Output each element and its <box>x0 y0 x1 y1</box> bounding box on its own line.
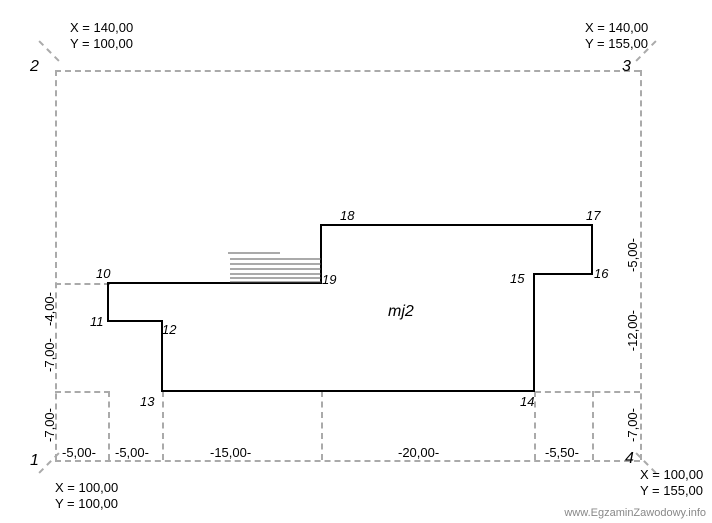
corner-1-num: 1 <box>30 452 39 470</box>
corner-3-num: 3 <box>622 58 631 76</box>
pt-13: 13 <box>140 394 154 409</box>
pt-14: 14 <box>520 394 534 409</box>
corner-3-coord-text: X = 140,00 Y = 155,00 <box>585 20 648 51</box>
corner-2-coord-text: X = 140,00 Y = 100,00 <box>70 20 133 51</box>
building-svg <box>0 0 712 523</box>
pt-18: 18 <box>340 208 354 223</box>
dim-7b: -7,00- <box>42 408 57 442</box>
pt-15: 15 <box>510 271 524 286</box>
pt-16: 16 <box>594 266 608 281</box>
corner-4-num: 4 <box>625 450 634 468</box>
corner-3-coord: X = 140,00 Y = 155,00 <box>585 20 648 51</box>
corner-4-coord: X = 100,00 Y = 155,00 <box>640 467 703 498</box>
dim-5b: -5,00- <box>115 445 149 460</box>
dim-4: -4,00- <box>42 292 57 326</box>
dim-5r: -5,00- <box>625 238 640 272</box>
diagram-root: 2 X = 140,00 Y = 100,00 3 X = 140,00 Y =… <box>0 0 712 523</box>
dim-12: -12,00- <box>625 310 640 351</box>
region-label: mj2 <box>388 303 414 321</box>
building-outline <box>108 225 592 391</box>
pt-10: 10 <box>96 266 110 281</box>
corner-2-num: 2 <box>30 58 39 76</box>
watermark: www.EgzaminZawodowy.info <box>564 507 706 519</box>
dim-5a: -5,00- <box>62 445 96 460</box>
pt-11: 11 <box>90 314 104 329</box>
pt-19: 19 <box>322 272 336 287</box>
dim-7c: -7,00- <box>625 408 640 442</box>
hatch-stairs <box>228 253 321 282</box>
corner-2-coord: X = 140,00 Y = 100,00 <box>70 20 133 51</box>
corner-1-coord-text: X = 100,00 Y = 100,00 <box>55 480 118 511</box>
pt-17: 17 <box>586 208 600 223</box>
corner-4-coord-text: X = 100,00 Y = 155,00 <box>640 467 703 498</box>
pt-12: 12 <box>162 322 176 337</box>
dim-7a: -7,00- <box>42 338 57 372</box>
dim-15: -15,00- <box>210 445 251 460</box>
dim-20: -20,00- <box>398 445 439 460</box>
dim-55: -5,50- <box>545 445 579 460</box>
corner-1-coord: X = 100,00 Y = 100,00 <box>55 480 118 511</box>
